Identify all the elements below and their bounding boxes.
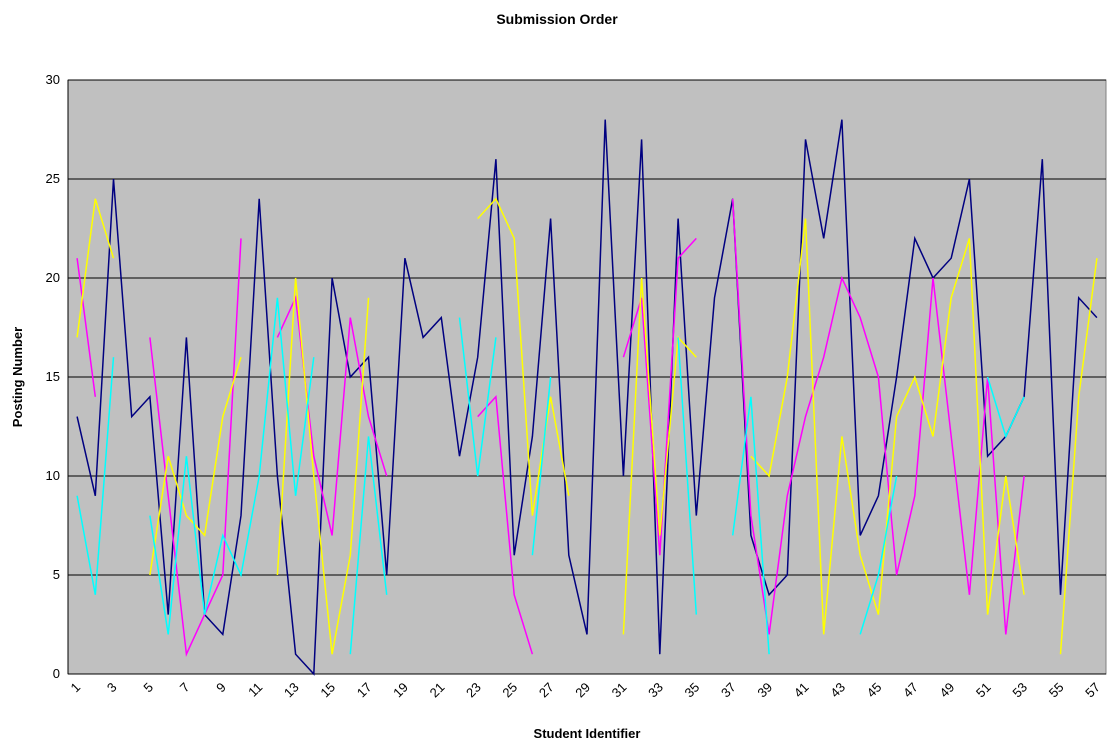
x-tick-label: 19 <box>390 680 411 701</box>
x-tick-label: 37 <box>718 680 739 701</box>
x-tick-label: 57 <box>1082 680 1103 701</box>
x-tick-label: 3 <box>104 680 120 696</box>
x-tick-label: 29 <box>572 680 593 701</box>
y-axis-label: Posting Number <box>10 327 25 427</box>
chart-title: Submission Order <box>496 11 618 27</box>
x-tick-label: 43 <box>827 680 848 701</box>
x-tick-label: 39 <box>754 680 775 701</box>
x-tick-label: 35 <box>682 680 703 701</box>
x-tick-label: 55 <box>1046 680 1067 701</box>
y-tick-label: 10 <box>46 468 60 483</box>
series-line <box>76 197 1098 655</box>
x-tick-label: 53 <box>1009 680 1030 701</box>
x-tick-label: 33 <box>645 680 666 701</box>
x-tick-label: 7 <box>177 680 193 696</box>
x-tick-label: 51 <box>973 680 994 701</box>
x-tick-label: 11 <box>245 680 265 700</box>
x-tick-label: 15 <box>317 680 338 701</box>
x-tick-label: 25 <box>499 680 520 701</box>
x-tick-label: 17 <box>354 680 375 701</box>
series-line <box>76 198 1025 657</box>
x-tick-label: 13 <box>281 680 302 701</box>
x-tick-label: 47 <box>900 680 921 701</box>
x-tick-label: 27 <box>536 680 557 701</box>
x-tick-label: 9 <box>213 680 229 696</box>
y-tick-label: 15 <box>46 369 60 384</box>
x-tick-label: 23 <box>463 680 484 701</box>
y-tick-label: 0 <box>53 666 60 681</box>
x-tick-label: 31 <box>609 680 630 701</box>
x-tick-label: 5 <box>140 680 156 696</box>
y-tick-label: 20 <box>46 270 60 285</box>
y-tick-label: 25 <box>46 171 60 186</box>
x-tick-label: 49 <box>936 680 957 701</box>
x-tick-label: 41 <box>791 680 812 701</box>
x-tick-label: 1 <box>68 680 84 696</box>
y-tick-label: 5 <box>53 567 60 582</box>
x-axis-label: Student Identifier <box>534 726 641 741</box>
series-line <box>76 119 1098 676</box>
y-tick-label: 30 <box>46 72 60 87</box>
x-tick-label: 45 <box>864 680 885 701</box>
x-tick-label: 21 <box>427 680 448 701</box>
series-line <box>76 297 1025 655</box>
